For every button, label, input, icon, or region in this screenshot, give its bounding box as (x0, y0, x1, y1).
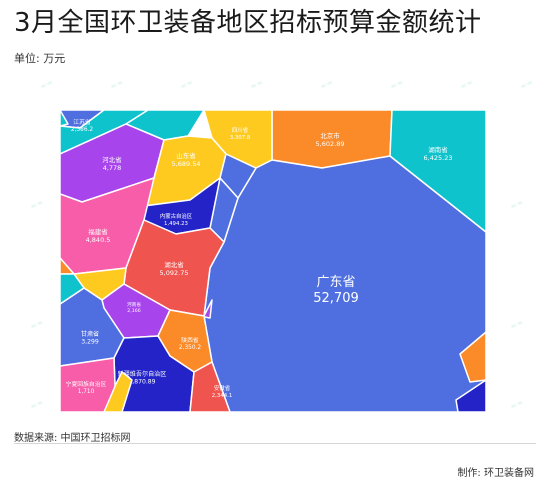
cell-label: 四川省 (232, 126, 249, 134)
cell-value-label: 1,710 (78, 389, 95, 395)
watermark-mark: ≈≈ (28, 317, 45, 332)
cell-label: 山东省 (176, 151, 196, 160)
cell-filler (60, 110, 69, 127)
cell-label: 江苏省 (73, 118, 91, 126)
watermark-mark: ≈≈ (28, 197, 45, 212)
cell-label: 内蒙古自治区 (160, 212, 193, 220)
cell-value-label: 3,307.8 (230, 135, 251, 141)
cell-value-label: 4,778 (103, 164, 122, 172)
cell-value-label: 6,425.23 (424, 154, 453, 162)
watermark-mark: ≈≈ (248, 77, 265, 92)
watermark-mark: ≈≈ (108, 77, 125, 92)
footer-divider (14, 443, 536, 444)
cell-filler (60, 273, 85, 305)
cell-label: 湖北省 (164, 260, 184, 269)
cell-label: 湖南省 (428, 145, 448, 154)
cell-filler (455, 379, 486, 412)
cell-label: 河南省 (127, 301, 141, 308)
cell-label: 福建省 (88, 227, 108, 236)
cell-value-label: 5,602.89 (316, 140, 345, 148)
cell-filler (103, 371, 133, 412)
cell-label: 甘肃省 (81, 330, 99, 338)
page-title: 3月全国环卫装备地区招标预算金额统计 (14, 8, 482, 38)
cell-label: 宁夏回族自治区 (66, 380, 107, 388)
watermark-mark: ≈≈ (388, 77, 405, 92)
watermark-mark: ≈≈ (518, 77, 535, 92)
cell-value-label: 5,689.54 (172, 160, 201, 168)
watermark-mark: ≈≈ (508, 317, 525, 332)
cell-label: 河北省 (102, 155, 122, 164)
watermark-mark: ≈≈ (28, 397, 45, 412)
cell-value-label: 3,870.89 (128, 379, 155, 386)
cell-value-label: 5,092.75 (160, 269, 189, 277)
unit-label: 单位: 万元 (14, 52, 66, 65)
credit-line: 制作: 环卫装备网 (457, 468, 534, 479)
cell-filler (459, 331, 486, 383)
watermark-mark: ≈≈ (38, 77, 55, 92)
cell-label: 陕西省 (181, 336, 199, 344)
cell-value-label: 52,709 (313, 291, 359, 306)
cell-label: 北京市 (320, 131, 340, 140)
watermark-mark: ≈≈ (508, 397, 525, 412)
cell-label: 广东省 (316, 275, 355, 290)
cell-value-label: 1,494.23 (164, 221, 188, 227)
watermark-mark: ≈≈ (178, 77, 195, 92)
watermark-mark: ≈≈ (508, 197, 525, 212)
cell-value-label: 3,299 (81, 339, 99, 346)
cell-湖南省 (389, 110, 486, 233)
data-source: 数据来源: 中国环卫招标网 (14, 433, 131, 444)
watermark-mark: ≈≈ (318, 77, 335, 92)
cell-value-label: 2,386.2 (71, 127, 93, 133)
cell-宁夏回族自治区 (60, 357, 117, 412)
cell-value-label: 2,166 (127, 308, 140, 314)
treemap-chart: 江苏省 2,386.2 河北省 4,778 北京市 5,602.89 四川省 3,307.8 山… (60, 110, 486, 412)
cell-value-label: 2,350.2 (179, 345, 201, 351)
cell-安徽省 (189, 361, 231, 412)
watermark-mark: ≈≈ (458, 77, 475, 92)
cell-label: 安徽省 (214, 384, 231, 392)
cell-value-label: 2,344.1 (212, 393, 233, 399)
cell-江苏省 (60, 110, 149, 155)
cell-label: 新疆维吾尔自治区 (118, 370, 167, 378)
cell-value-label: 4,840.5 (86, 236, 111, 244)
